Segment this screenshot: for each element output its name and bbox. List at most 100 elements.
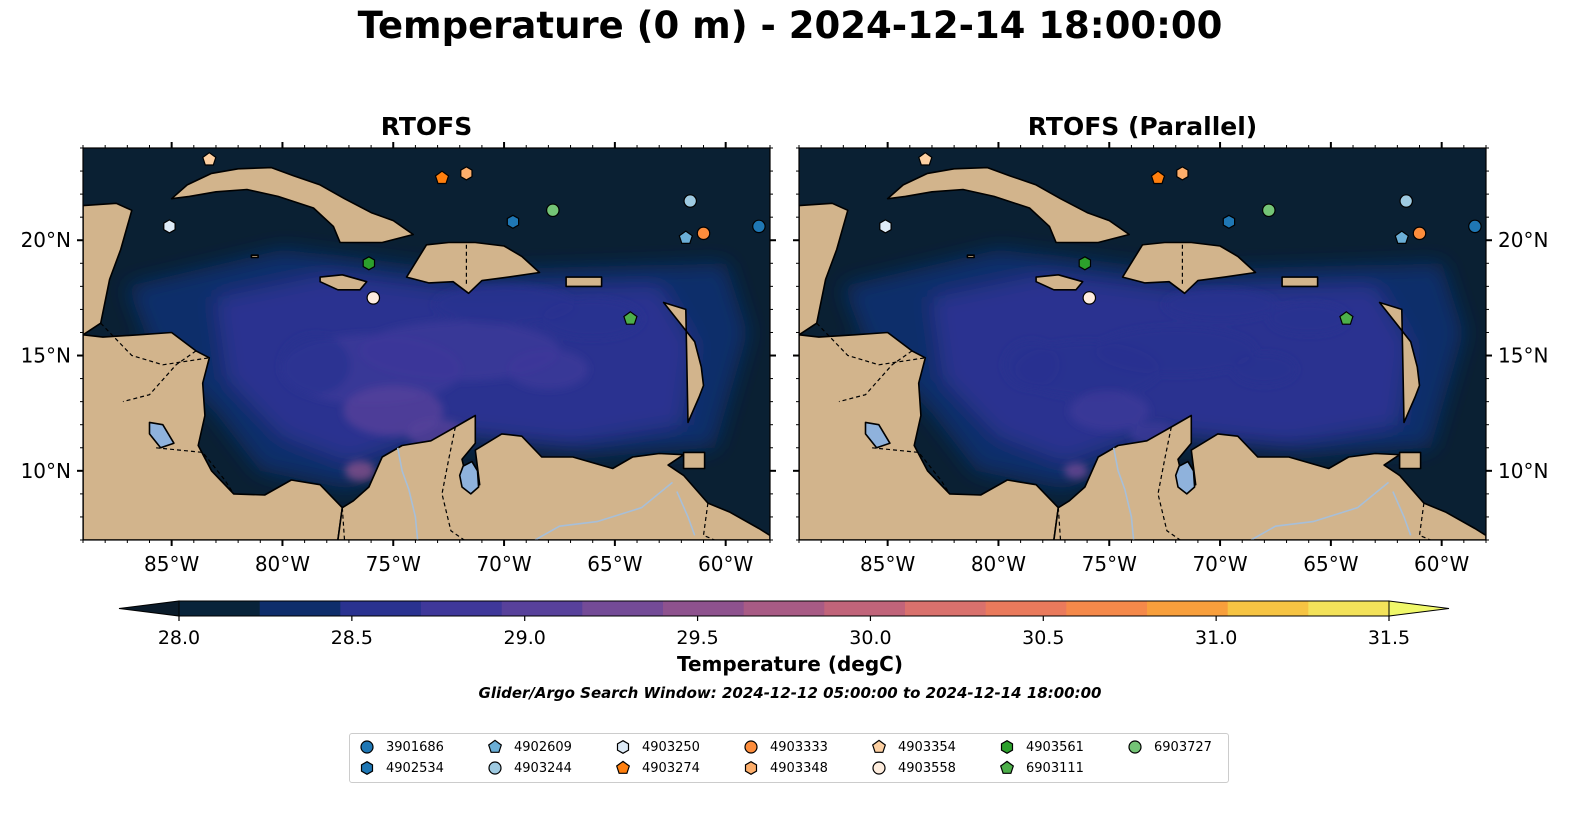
legend-item: 4902534	[358, 758, 444, 778]
circle-marker-icon	[872, 761, 886, 775]
float-marker-4903250	[879, 219, 892, 234]
colorbar-frame	[178, 600, 1390, 617]
legend-item: 4903558	[870, 758, 956, 778]
land-maracaibo	[1174, 460, 1196, 495]
land-cuba	[886, 166, 1130, 244]
circle-marker-icon	[744, 740, 758, 754]
legend-label: 4903250	[642, 739, 700, 755]
figure-title: Temperature (0 m) - 2024-12-14 18:00:00	[357, 4, 1223, 47]
colorbar-bin	[582, 601, 664, 616]
country-border	[872, 447, 951, 495]
country-border	[702, 503, 715, 540]
lat-tick-label: 20°N	[1498, 228, 1548, 252]
float-marker-4903333	[696, 226, 711, 241]
panel-title-rtofs-parallel: RTOFS (Parallel)	[1027, 112, 1258, 141]
land-jamaica	[1035, 273, 1084, 291]
float-markers	[879, 151, 1482, 325]
panel-title-rtofs: RTOFS	[380, 112, 473, 141]
colorbar: 28.0 28.5 29.0 29.5 30.0 30.5 31.0 31.5	[118, 600, 1450, 649]
lon-tick-label: 85°W	[860, 552, 915, 576]
colorbar-under-arrow	[118, 600, 180, 617]
colorbar-over-arrow	[1388, 600, 1450, 617]
colorbar-bin	[985, 601, 1067, 616]
land-nicaragua_lake	[864, 421, 891, 449]
lon-tick-label: 80°W	[971, 552, 1026, 576]
legend-label: 4902609	[514, 739, 572, 755]
legend-label: 4902534	[386, 760, 444, 776]
country-border	[1057, 507, 1062, 540]
lon-tick-label: 60°W	[698, 552, 753, 576]
float-marker-3901686	[1468, 219, 1482, 234]
float-marker-4902609	[1394, 230, 1410, 244]
lon-tick-label: 80°W	[255, 552, 310, 576]
land-masses	[83, 166, 770, 540]
lon-tick-label: 70°W	[476, 552, 531, 576]
legend-item: 4903333	[742, 737, 828, 757]
legend-item: 6903727	[1126, 737, 1212, 757]
legend-marker	[360, 740, 374, 754]
colorbar-bin	[663, 601, 745, 616]
legend-label: 6903727	[1154, 739, 1212, 755]
map-frame	[798, 147, 1487, 541]
legend-item: 4903250	[614, 737, 700, 757]
country-border	[156, 447, 235, 495]
legend-label: 4903274	[642, 760, 700, 776]
float-marker-4903561	[362, 256, 376, 271]
circle-marker-icon	[1128, 740, 1142, 754]
legend-label: 4903244	[514, 760, 572, 776]
colorbar-bin	[340, 601, 422, 616]
river-line	[396, 447, 419, 540]
lon-tick-label: 60°W	[1414, 552, 1469, 576]
hexagon-marker-icon	[360, 761, 374, 775]
colorbar-bin	[501, 601, 583, 616]
colorbar-tick-label: 31.0	[1195, 627, 1237, 649]
colorbar-tick-label: 28.0	[158, 627, 200, 649]
map-panel-rtofs-parallel: 85°W 80°W 75°W 70°W 65°W 60°W 20°N 15°N 10°N	[793, 142, 1548, 576]
hexagon-marker-icon	[616, 740, 630, 754]
float-marker-4903558	[1082, 291, 1097, 305]
country-border	[1157, 426, 1181, 540]
colorbar-bin	[1227, 601, 1309, 616]
lat-tick-label: 15°N	[21, 344, 71, 368]
land-grandcayman	[966, 254, 975, 259]
land-southam	[337, 414, 770, 540]
legend-label: 4903333	[770, 739, 828, 755]
legend-marker	[872, 761, 886, 775]
colorbar-bin	[1147, 601, 1229, 616]
land-southam	[1053, 414, 1486, 540]
legend-label: 4903348	[770, 760, 828, 776]
lat-tick-label: 10°N	[21, 459, 71, 483]
land-cuba	[170, 166, 415, 244]
legend-item: 6903111	[998, 758, 1084, 778]
colorbar-tick-label: 29.0	[504, 627, 546, 649]
legend-item: 4903348	[742, 758, 828, 778]
float-marker-4903250	[163, 219, 176, 234]
legend-marker	[999, 760, 1015, 774]
river-line	[534, 481, 674, 540]
pentagon-marker-icon	[615, 760, 631, 774]
temperature-eddies	[1003, 288, 1349, 479]
legend-marker	[1128, 740, 1142, 754]
map-ticks	[77, 142, 776, 546]
legend-item: 3901686	[358, 737, 444, 757]
country-border	[100, 322, 210, 366]
legend-item: 4903354	[870, 737, 956, 757]
float-legend: 3901686 4902534 4902609 4903244 4903250 49032…	[349, 733, 1229, 783]
float-marker-4903558	[366, 291, 381, 305]
legend-marker	[744, 761, 758, 775]
country-border	[341, 507, 346, 540]
colorbar-bin	[259, 601, 341, 616]
colorbar-tick-label: 30.5	[1022, 627, 1064, 649]
river-line	[1112, 447, 1135, 540]
land-puertorico	[565, 276, 603, 288]
colorbar-label: Temperature (degC)	[677, 652, 903, 676]
land-lesser	[1378, 301, 1421, 424]
river-line	[676, 491, 696, 536]
land-maracaibo	[458, 460, 480, 495]
country-border	[122, 350, 197, 403]
float-marker-6903111	[1339, 311, 1354, 325]
river-line	[1250, 481, 1390, 540]
land-trinidad	[682, 451, 706, 470]
legend-marker	[616, 740, 630, 754]
